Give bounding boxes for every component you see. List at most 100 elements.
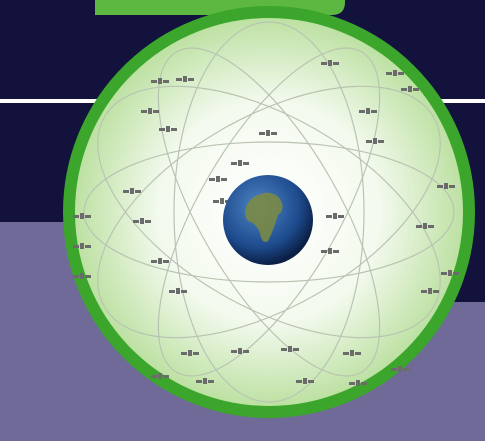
satellite-part bbox=[176, 288, 180, 294]
satellite-part bbox=[158, 78, 162, 84]
satellite bbox=[123, 188, 141, 194]
satellite-part bbox=[151, 375, 157, 378]
satellite-part bbox=[151, 80, 157, 83]
satellite-part bbox=[449, 185, 455, 188]
satellite bbox=[321, 248, 339, 254]
satellite-part bbox=[80, 243, 84, 249]
satellite bbox=[326, 213, 344, 219]
satellite bbox=[437, 183, 455, 189]
satellite-part bbox=[163, 375, 169, 378]
satellite-part bbox=[366, 108, 370, 114]
satellite bbox=[176, 76, 194, 82]
satellite-part bbox=[328, 60, 332, 66]
satellite-part bbox=[188, 350, 192, 356]
satellite bbox=[151, 78, 169, 84]
satellite-part bbox=[153, 110, 159, 113]
satellite-part bbox=[159, 128, 165, 131]
satellite bbox=[196, 378, 214, 384]
satellite-part bbox=[356, 380, 360, 386]
satellite bbox=[349, 380, 367, 386]
satellite-part bbox=[366, 140, 372, 143]
satellite-part bbox=[166, 126, 170, 132]
satellite-part bbox=[349, 382, 355, 385]
earth-land bbox=[245, 192, 283, 242]
satellite bbox=[169, 288, 187, 294]
satellite-part bbox=[73, 215, 79, 218]
satellite-part bbox=[321, 250, 327, 253]
satellite-part bbox=[209, 178, 215, 181]
satellite-part bbox=[416, 225, 422, 228]
satellite-part bbox=[371, 110, 377, 113]
satellite-part bbox=[293, 348, 299, 351]
satellite-part bbox=[80, 273, 84, 279]
satellite-part bbox=[333, 62, 339, 65]
satellite bbox=[181, 350, 199, 356]
satellite bbox=[359, 108, 377, 114]
satellite bbox=[73, 213, 91, 219]
satellite bbox=[159, 126, 177, 132]
satellite bbox=[73, 243, 91, 249]
satellite-part bbox=[231, 162, 237, 165]
satellite-part bbox=[169, 290, 175, 293]
satellite-part bbox=[123, 190, 129, 193]
satellite-part bbox=[333, 213, 337, 219]
satellite-part bbox=[145, 220, 151, 223]
satellite-part bbox=[158, 373, 162, 379]
satellite-part bbox=[171, 128, 177, 131]
satellite-part bbox=[398, 72, 404, 75]
satellite-part bbox=[378, 140, 384, 143]
satellite-part bbox=[183, 76, 187, 82]
satellite-part bbox=[398, 366, 402, 372]
satellite-part bbox=[188, 78, 194, 81]
satellite bbox=[416, 223, 434, 229]
satellite bbox=[209, 176, 227, 182]
satellite-part bbox=[428, 225, 434, 228]
satellite bbox=[321, 60, 339, 66]
satellite bbox=[259, 130, 277, 136]
satellite-part bbox=[85, 275, 91, 278]
satellite-part bbox=[259, 132, 265, 135]
satellite-part bbox=[151, 260, 157, 263]
satellite bbox=[441, 270, 459, 276]
satellite-part bbox=[133, 220, 139, 223]
satellite-part bbox=[391, 368, 397, 371]
satellite-part bbox=[328, 248, 332, 254]
satellite-part bbox=[130, 188, 134, 194]
satellite bbox=[366, 138, 384, 144]
satellite-part bbox=[73, 245, 79, 248]
satellite-part bbox=[141, 110, 147, 113]
satellite-part bbox=[433, 290, 439, 293]
satellite-part bbox=[243, 350, 249, 353]
satellite-part bbox=[220, 198, 224, 204]
satellite bbox=[133, 218, 151, 224]
satellite bbox=[386, 70, 404, 76]
satellite-part bbox=[408, 86, 412, 92]
satellite-part bbox=[281, 348, 287, 351]
satellite-part bbox=[428, 288, 432, 294]
satellite-part bbox=[288, 346, 292, 352]
satellite bbox=[281, 346, 299, 352]
satellite-part bbox=[73, 275, 79, 278]
satellite-part bbox=[231, 350, 237, 353]
satellite-part bbox=[303, 378, 307, 384]
satellite-part bbox=[80, 213, 84, 219]
satellite-part bbox=[85, 245, 91, 248]
satellite-part bbox=[148, 108, 152, 114]
satellite-part bbox=[266, 130, 270, 136]
satellite-part bbox=[359, 110, 365, 113]
satellite bbox=[151, 373, 169, 379]
satellite-part bbox=[361, 382, 367, 385]
satellite bbox=[73, 273, 91, 279]
satellite-part bbox=[441, 272, 447, 275]
satellite-part bbox=[163, 80, 169, 83]
satellite-part bbox=[343, 352, 349, 355]
satellite-part bbox=[423, 223, 427, 229]
satellites bbox=[73, 60, 459, 386]
satellite-part bbox=[158, 258, 162, 264]
satellite-part bbox=[338, 215, 344, 218]
satellite bbox=[231, 160, 249, 166]
satellite-part bbox=[135, 190, 141, 193]
satellite-part bbox=[355, 352, 361, 355]
satellite-part bbox=[221, 178, 227, 181]
